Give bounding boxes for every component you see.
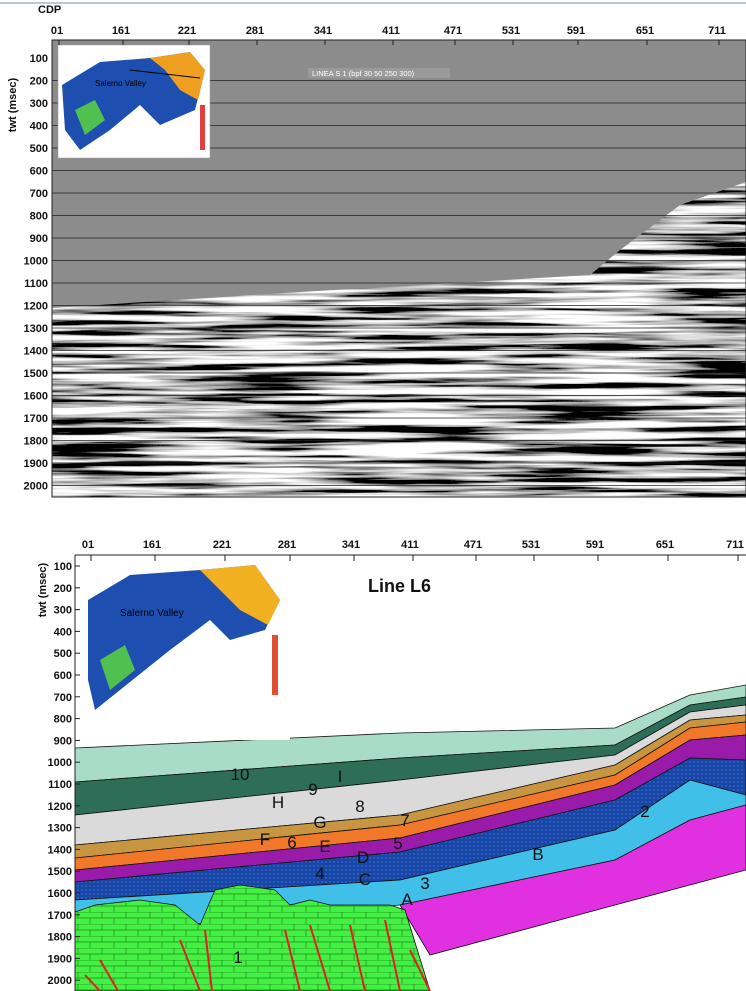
y-tick-label: 300 [30,98,48,110]
layer-label: D [357,848,369,867]
page: CDP twt (msec) Salerno Valley LINEA S 1 … [0,0,746,991]
y-tick-label: 1000 [24,256,48,268]
y-tick-label: 300 [54,605,72,617]
x-tick-label: 411 [401,539,419,551]
caption: LINEA S 1 (bpf 30 50 250 300) [312,69,415,78]
layer-label: 4 [315,864,324,883]
y-tick-label: 2000 [48,975,72,987]
y-tick-label: 2000 [24,481,48,493]
y-tick-label: 1600 [48,888,72,900]
layer-label: 3 [420,874,429,893]
layer-label: 9 [308,780,317,799]
y-tick-label: 1000 [48,757,72,769]
y-tick-label: 100 [30,53,48,65]
y-tick-label: 1800 [48,932,72,944]
y-tick-label: 1100 [48,779,72,791]
y-tick-label: 400 [30,121,48,133]
layer-label: C [359,870,371,889]
layer-label: 8 [355,797,364,816]
y-tick-label: 800 [54,714,72,726]
x-tick-label: 711 [708,25,726,37]
y-tick-label: 700 [30,188,48,200]
x-tick-label: 651 [636,25,654,37]
x-tick-label: 221 [178,25,196,37]
layer-label: 5 [393,834,402,853]
layer-label: A [401,890,413,909]
y-axis-label: twt (msec) [37,562,49,617]
y-tick-label: 1900 [24,458,48,470]
x-tick-label: 341 [314,25,332,37]
y-tick-label: 200 [30,76,48,88]
layer-label: 2 [640,802,649,821]
x-tick-label: 531 [522,539,540,551]
inset-label: Salerno Valley [120,608,184,619]
layer-label: E [319,837,330,856]
x-tick-label: 281 [278,539,296,551]
x-tick-label: 221 [213,539,231,551]
x-tick-label: 471 [444,25,462,37]
inset-label: Salerno Valley [95,79,146,88]
y-tick-label: 400 [54,626,72,638]
layer-label: I [338,767,343,786]
x-tick-label: 591 [567,25,585,37]
y-tick-label: 1200 [48,801,72,813]
y-tick-label: 500 [30,143,48,155]
y-tick-label: 1700 [48,910,72,922]
y-tick-label: 1400 [48,844,72,856]
y-tick-label: 1400 [24,346,48,358]
layer-label: G [313,813,326,832]
inset-colorbar [200,105,205,150]
y-tick-label: 500 [54,648,72,660]
y-tick-label: 100 [54,561,72,573]
x-tick-label: 711 [726,539,744,551]
layer-label: H [272,793,284,812]
x-tick-label: 471 [464,539,482,551]
layer-label: 7 [400,811,409,830]
inset-colorbar [272,635,278,695]
x-tick-label: 281 [246,25,264,37]
y-tick-label: 200 [54,583,72,595]
y-tick-label: 1500 [24,368,48,380]
y-axis-label: twt (msec) [7,77,19,132]
y-tick-label: 1100 [24,278,48,290]
y-tick-label: 1500 [48,866,72,878]
layer-label: 10 [231,765,250,784]
layer-label: 6 [287,833,296,852]
y-tick-label: 900 [30,233,48,245]
panel-title: Line L6 [368,576,431,596]
x-tick-label: 591 [586,539,604,551]
y-tick-label: 1300 [48,823,72,835]
x-tick-label: 411 [382,25,400,37]
y-tick-label: 1200 [24,301,48,313]
layer-label: B [532,845,543,864]
layer-label: F [260,830,270,849]
x-axis-label: CDP [38,4,61,16]
y-tick-label: 700 [54,692,72,704]
y-tick-label: 1700 [24,413,48,425]
y-tick-label: 1800 [24,436,48,448]
x-tick-label: 01 [51,25,63,37]
x-tick-label: 161 [143,539,161,551]
y-tick-label: 900 [54,735,72,747]
y-tick-label: 1900 [48,953,72,965]
y-tick-label: 1600 [24,391,48,403]
y-tick-label: 800 [30,211,48,223]
x-tick-label: 531 [502,25,520,37]
y-tick-label: 600 [30,166,48,178]
x-tick-label: 01 [82,539,94,551]
x-tick-label: 651 [656,539,674,551]
figure: CDP twt (msec) Salerno Valley LINEA S 1 … [0,0,746,991]
y-tick-label: 1300 [24,323,48,335]
x-tick-label: 161 [112,25,130,37]
y-tick-label: 600 [54,670,72,682]
layer-label: 1 [233,948,242,967]
x-tick-label: 341 [342,539,360,551]
